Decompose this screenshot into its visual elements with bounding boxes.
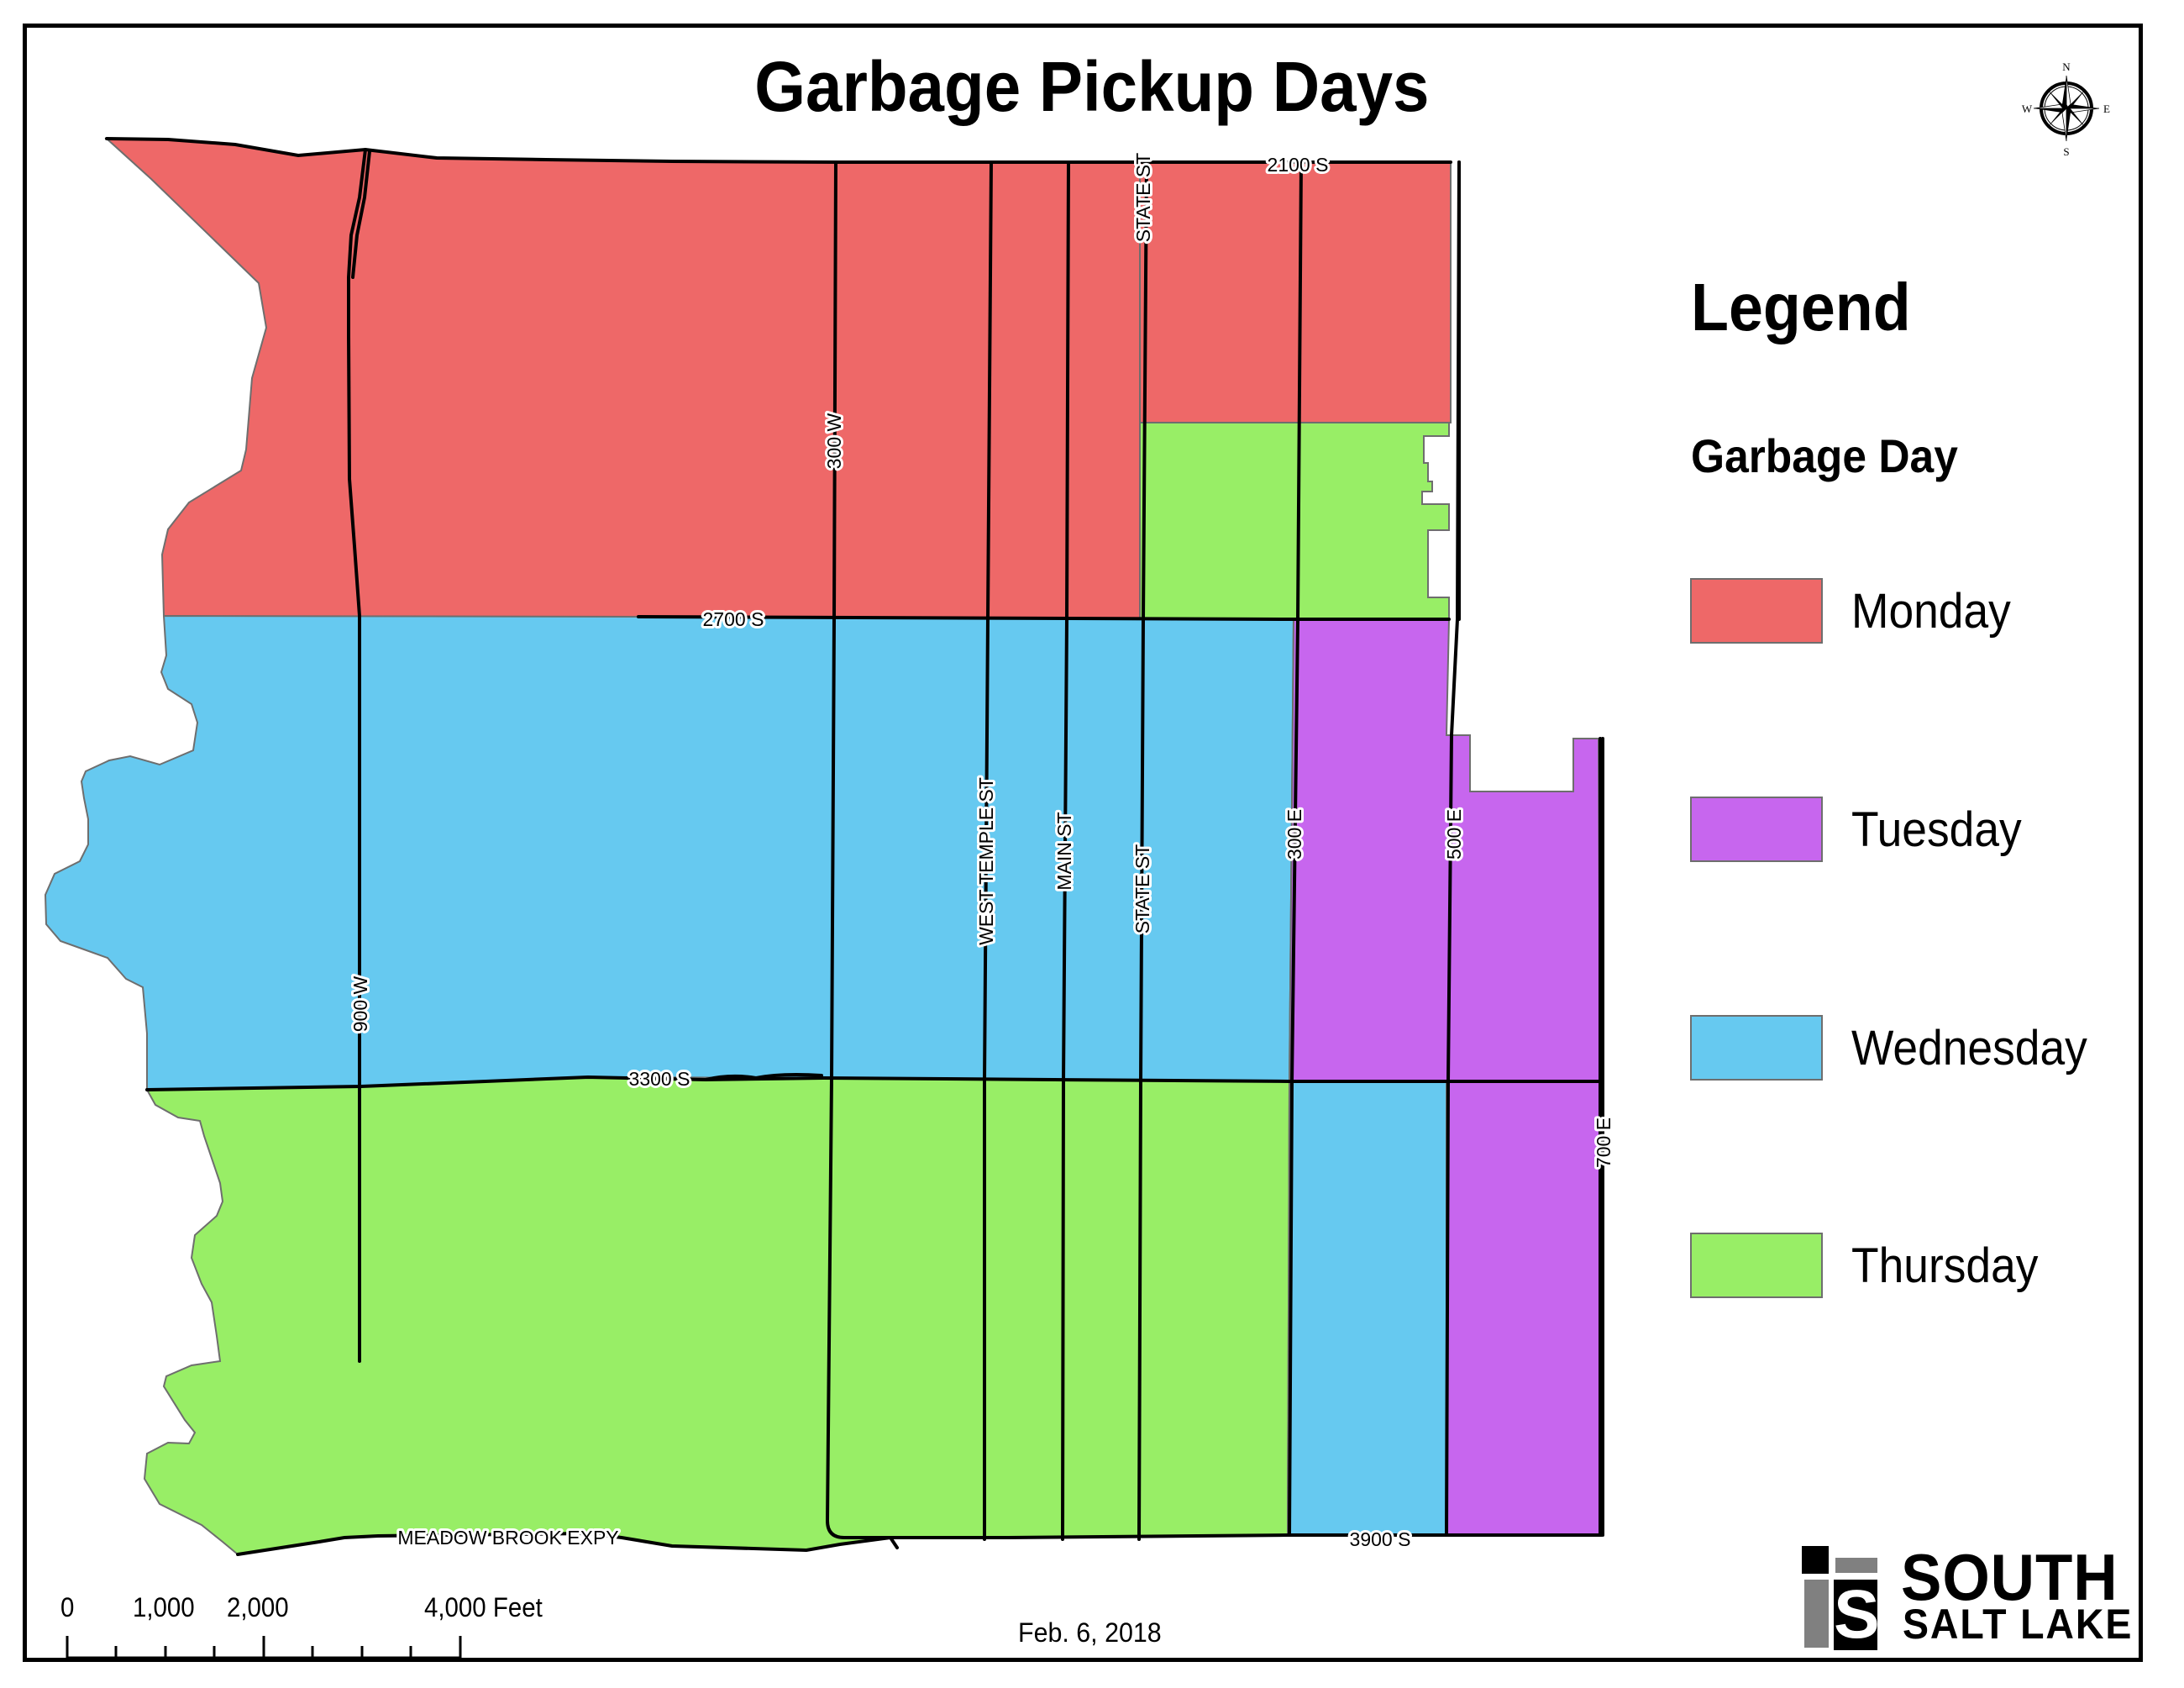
logo-text-south: SOUTH [1901,1540,2118,1614]
road-300-e[interactable] [1288,160,1303,1537]
scale-label-2000: 2,000 [227,1592,289,1622]
scale-bar-graphic [66,1636,462,1659]
compass-s: S [2063,145,2069,157]
road-main-st[interactable] [1061,160,1070,1541]
map-date: Feb. 6, 2018 [1018,1617,1162,1648]
scale-label-0: 0 [60,1592,75,1622]
zone-thursday-south[interactable] [143,1075,1291,1556]
logo-mark-bar [1835,1558,1877,1573]
label-500-e: 500 E [1443,809,1465,860]
legend-item-wednesday[interactable]: Wednesday [1690,1015,2184,1082]
scale-label-4000: 4,000 Feet [424,1592,543,1622]
legend-label-wednesday: Wednesday [1851,1021,2087,1075]
label-west-temple: WEST TEMPLE ST [975,777,997,945]
road-3300-s-median [704,1073,823,1081]
label-main-st: MAIN ST [1053,812,1075,890]
label-300-e: 300 E [1284,809,1305,860]
logo-mark-stem [1804,1580,1829,1648]
road-2700-s[interactable] [637,615,1451,621]
label-900-w: 900 W [349,975,371,1032]
legend-title: Legend [1691,270,1911,344]
label-2700-s: 2700 S [703,608,764,630]
swatch-wednesday [1690,1015,1823,1081]
scale-bar: 0 1,000 2,000 4,000 Feet [59,1592,543,1659]
zone-wednesday-south[interactable] [1286,1081,1447,1536]
road-900-w-twin [351,150,371,279]
road-500-e[interactable] [1445,160,1461,1537]
label-meadow-brook-expy: MEADOW BROOK EXPY [397,1527,618,1549]
legend-item-thursday[interactable]: Thursday [1690,1233,2184,1300]
zone-monday-west[interactable] [104,137,1141,620]
map-title: Garbage Pickup Days [754,47,1430,126]
legend-subtitle: Garbage Day [1691,429,1958,482]
zone-tuesday-south[interactable] [1446,1081,1601,1536]
label-2100-s: 2100 S [1268,154,1329,176]
scale-label-1000: 1,000 [133,1592,195,1622]
zone-monday-east[interactable] [1139,161,1452,423]
legend-label-thursday: Thursday [1851,1238,2039,1293]
swatch-thursday [1690,1233,1823,1298]
road-meadow-brook-expy[interactable] [236,1531,1289,1556]
road-300-w[interactable] [825,160,899,1549]
legend-label-tuesday: Tuesday [1851,802,2022,857]
road-west-temple[interactable] [983,160,993,1541]
zone-wednesday-middle[interactable] [44,614,1295,1091]
label-3900-s: 3900 S [1350,1528,1411,1550]
logo-mark-block [1802,1546,1829,1574]
road-900-w[interactable] [347,148,367,1363]
road-state-st[interactable] [1137,160,1148,1541]
compass-w: W [2022,103,2033,115]
logo-mark-s: S [1834,1580,1877,1650]
north-arrow-compass-icon: N S W E [2022,60,2110,157]
compass-n: N [2062,60,2071,73]
swatch-tuesday [1690,797,1823,862]
legend-label-monday: Monday [1851,584,2011,639]
label-3300-s: 3300 S [629,1068,690,1090]
swatch-monday [1690,578,1823,644]
label-700-e: 700 E [1593,1117,1614,1168]
label-300-w: 300 W [823,413,845,469]
road-3900-s[interactable] [1286,737,1602,1537]
label-state-st-south: STATE ST [1131,844,1153,934]
legend-item-monday[interactable]: Monday [1690,578,2184,645]
label-state-st-north: STATE ST [1132,153,1154,243]
south-salt-lake-logo: S SOUTH SALT LAKE [1802,1540,2131,1651]
zone-thursday-north[interactable] [1139,422,1450,621]
road-2100-s[interactable] [105,137,1452,164]
map-title-container: Garbage Pickup Days [0,46,2184,128]
roads [105,137,1604,1556]
map-frame [23,24,2143,1662]
legend-item-tuesday[interactable]: Tuesday [1690,797,2184,864]
logo-text-salt-lake: SALT LAKE [1903,1601,2134,1648]
compass-e: E [2103,103,2110,115]
